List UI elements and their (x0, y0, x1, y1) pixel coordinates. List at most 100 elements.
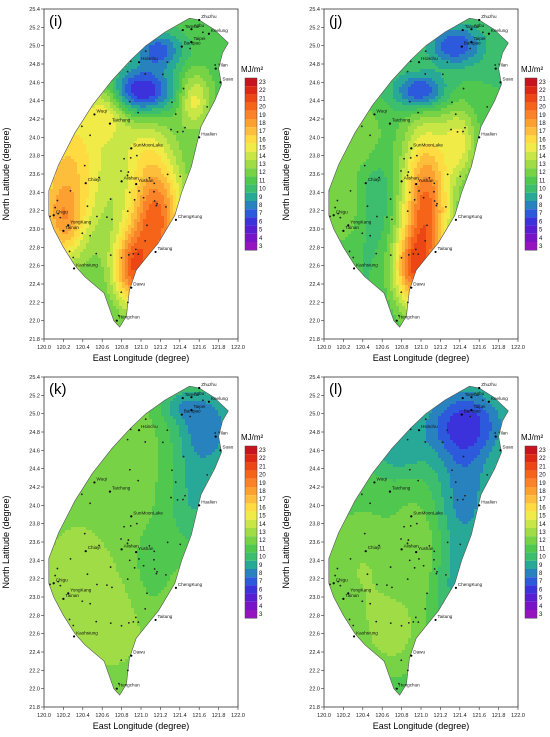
station-label: Tamsui (185, 392, 200, 397)
y-tick-label: 24.6 (29, 80, 40, 86)
station-label: Kaohsiung (356, 262, 378, 267)
station-label: Taitung (158, 246, 173, 251)
measurement-site (378, 176, 380, 179)
y-tick-label: 25.0 (29, 412, 40, 418)
y-tick-label: 23.4 (29, 558, 40, 564)
colorbar-swatch (525, 528, 537, 537)
measurement-site (337, 580, 340, 583)
x-tick-label: 120.0 (37, 713, 51, 719)
colorbar-label: 21 (539, 96, 546, 102)
measurement-site (133, 198, 136, 201)
colorbar-label: 21 (259, 96, 266, 102)
measurement-site (422, 564, 425, 567)
measurement-site (135, 154, 138, 157)
y-tick-label: 24.6 (29, 448, 40, 454)
colorbar-swatch (525, 78, 537, 87)
y-tick-label: 23.0 (309, 227, 320, 233)
station-marker (364, 550, 367, 553)
x-axis-title: East Longitude (degree) (93, 721, 190, 731)
measurement-site (96, 583, 98, 586)
measurement-site (369, 234, 372, 237)
measurement-site (406, 210, 409, 213)
station-label: Taichung (392, 486, 411, 491)
colorbar-label: 23 (259, 80, 266, 86)
x-tick-label: 121.4 (453, 713, 467, 719)
measurement-site (132, 620, 135, 623)
x-tick-label: 120.0 (317, 345, 331, 351)
colorbar-label: 4 (259, 604, 263, 610)
station-label: Taipei (473, 404, 485, 409)
station-label: Yushan (138, 178, 154, 183)
measurement-site (459, 543, 462, 546)
measurement-site (426, 224, 428, 227)
measurement-site (389, 254, 392, 257)
measurement-site (403, 525, 405, 528)
x-tick-label: 120.4 (76, 713, 90, 719)
station-label: YongKang (70, 587, 91, 592)
station-label: Keelung (491, 28, 508, 33)
colorbar-swatch (525, 470, 537, 479)
station-marker (72, 267, 76, 270)
station-label: Taipei (193, 404, 205, 409)
colorbar-swatch (525, 86, 537, 95)
x-tick-label: 120.8 (115, 713, 129, 719)
map-panel-j: AnbuZhuzhuTamsuiKeelungHsinchuBanqiaoTai… (281, 7, 546, 363)
measurement-site (148, 176, 151, 179)
colorbar-swatch (245, 610, 257, 619)
y-tick-label: 22.8 (309, 613, 320, 619)
station-label: Taipei (473, 36, 485, 41)
colorbar-swatch (245, 470, 257, 479)
colorbar-label: 13 (539, 162, 546, 168)
measurement-site (494, 64, 497, 66)
station-marker (130, 286, 133, 289)
measurement-site (171, 101, 173, 104)
colorbar-label: 22 (259, 88, 266, 94)
colorbar-label: 3 (259, 244, 263, 250)
colorbar-swatch (245, 143, 257, 152)
station-marker (460, 413, 463, 416)
x-tick-label: 121.2 (434, 345, 448, 351)
colorbar-swatch (525, 536, 537, 545)
measurement-site (134, 248, 137, 251)
measurement-site (176, 498, 179, 501)
panel-label: (k) (49, 381, 67, 398)
station-label: Taitung (438, 614, 453, 619)
station-marker (352, 267, 356, 270)
colorbar-label: 8 (539, 571, 543, 577)
colorbar-label: 20 (539, 105, 546, 111)
station-marker (434, 250, 437, 254)
y-axis-title: North Latitude (degree) (281, 127, 291, 220)
measurement-site (182, 87, 185, 90)
measurement-site (89, 502, 92, 505)
station-marker (494, 67, 497, 70)
colorbar-swatch (245, 446, 257, 455)
colorbar-swatch (245, 593, 257, 602)
station-label: Hengchun (399, 315, 420, 320)
station-label: ChengKung (458, 214, 483, 219)
measurement-site (129, 156, 132, 159)
colorbar-label: 11 (259, 546, 266, 552)
colorbar-swatch (525, 585, 537, 594)
station-marker (410, 147, 413, 150)
station-marker (93, 481, 96, 484)
measurement-site (435, 204, 438, 207)
station-marker (388, 122, 392, 125)
station-marker (180, 413, 183, 416)
measurement-site (397, 314, 400, 317)
colorbar-swatch (525, 127, 537, 136)
measurement-site (415, 154, 418, 157)
measurement-site (80, 493, 83, 496)
measurement-site (86, 573, 89, 576)
colorbar-label: 4 (539, 236, 543, 242)
station-marker (190, 396, 193, 399)
measurement-site (417, 621, 420, 624)
station-label: Yushan (138, 546, 154, 551)
y-tick-label: 23.6 (29, 172, 40, 178)
colorbar-swatch (245, 560, 257, 569)
colorbar-label: 23 (539, 80, 546, 86)
station-marker (120, 548, 123, 551)
y-tick-label: 25.4 (29, 7, 40, 13)
x-tick-label: 121.4 (173, 345, 187, 351)
measurement-site (123, 157, 125, 160)
measurement-site (352, 256, 355, 259)
